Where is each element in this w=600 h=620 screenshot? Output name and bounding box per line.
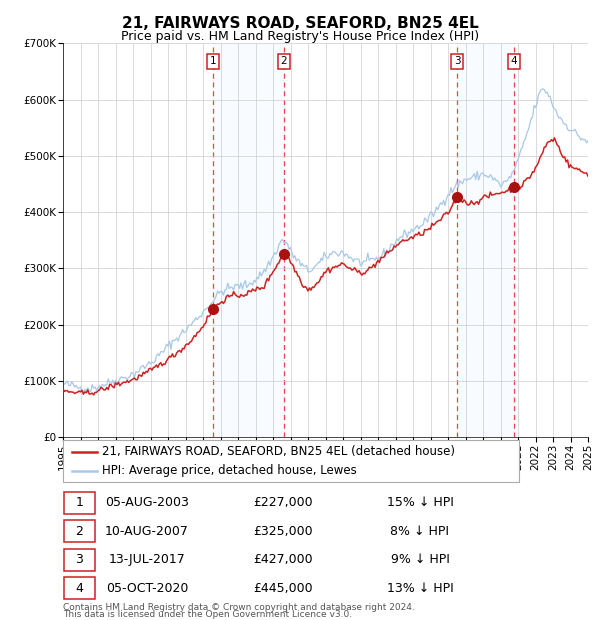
FancyBboxPatch shape xyxy=(63,440,519,482)
Text: Price paid vs. HM Land Registry's House Price Index (HPI): Price paid vs. HM Land Registry's House … xyxy=(121,30,479,43)
FancyBboxPatch shape xyxy=(64,492,95,514)
FancyBboxPatch shape xyxy=(64,577,95,600)
Text: 13% ↓ HPI: 13% ↓ HPI xyxy=(386,582,454,595)
Text: Contains HM Land Registry data © Crown copyright and database right 2024.: Contains HM Land Registry data © Crown c… xyxy=(63,603,415,612)
Text: 9% ↓ HPI: 9% ↓ HPI xyxy=(391,553,449,566)
Text: HPI: Average price, detached house, Lewes: HPI: Average price, detached house, Lewe… xyxy=(102,464,356,477)
Text: £227,000: £227,000 xyxy=(254,496,313,509)
Text: 21, FAIRWAYS ROAD, SEAFORD, BN25 4EL: 21, FAIRWAYS ROAD, SEAFORD, BN25 4EL xyxy=(122,16,478,31)
Text: 05-AUG-2003: 05-AUG-2003 xyxy=(105,496,189,509)
Text: 21, FAIRWAYS ROAD, SEAFORD, BN25 4EL (detached house): 21, FAIRWAYS ROAD, SEAFORD, BN25 4EL (de… xyxy=(102,445,455,458)
Text: 8% ↓ HPI: 8% ↓ HPI xyxy=(391,525,449,538)
Text: 10-AUG-2007: 10-AUG-2007 xyxy=(105,525,189,538)
Bar xyxy=(214,43,284,437)
Text: 13-JUL-2017: 13-JUL-2017 xyxy=(109,553,185,566)
Bar xyxy=(457,43,514,437)
Text: £445,000: £445,000 xyxy=(254,582,313,595)
Text: 15% ↓ HPI: 15% ↓ HPI xyxy=(386,496,454,509)
Text: £427,000: £427,000 xyxy=(254,553,313,566)
Text: £325,000: £325,000 xyxy=(254,525,313,538)
Text: 2: 2 xyxy=(280,56,287,66)
FancyBboxPatch shape xyxy=(64,520,95,542)
Text: 1: 1 xyxy=(76,496,83,509)
Text: 3: 3 xyxy=(76,553,83,566)
Text: 1: 1 xyxy=(210,56,217,66)
Text: 3: 3 xyxy=(454,56,461,66)
Text: 4: 4 xyxy=(76,582,83,595)
Text: 2: 2 xyxy=(76,525,83,538)
Text: 4: 4 xyxy=(511,56,517,66)
Text: This data is licensed under the Open Government Licence v3.0.: This data is licensed under the Open Gov… xyxy=(63,610,352,619)
Text: 05-OCT-2020: 05-OCT-2020 xyxy=(106,582,188,595)
FancyBboxPatch shape xyxy=(64,549,95,571)
